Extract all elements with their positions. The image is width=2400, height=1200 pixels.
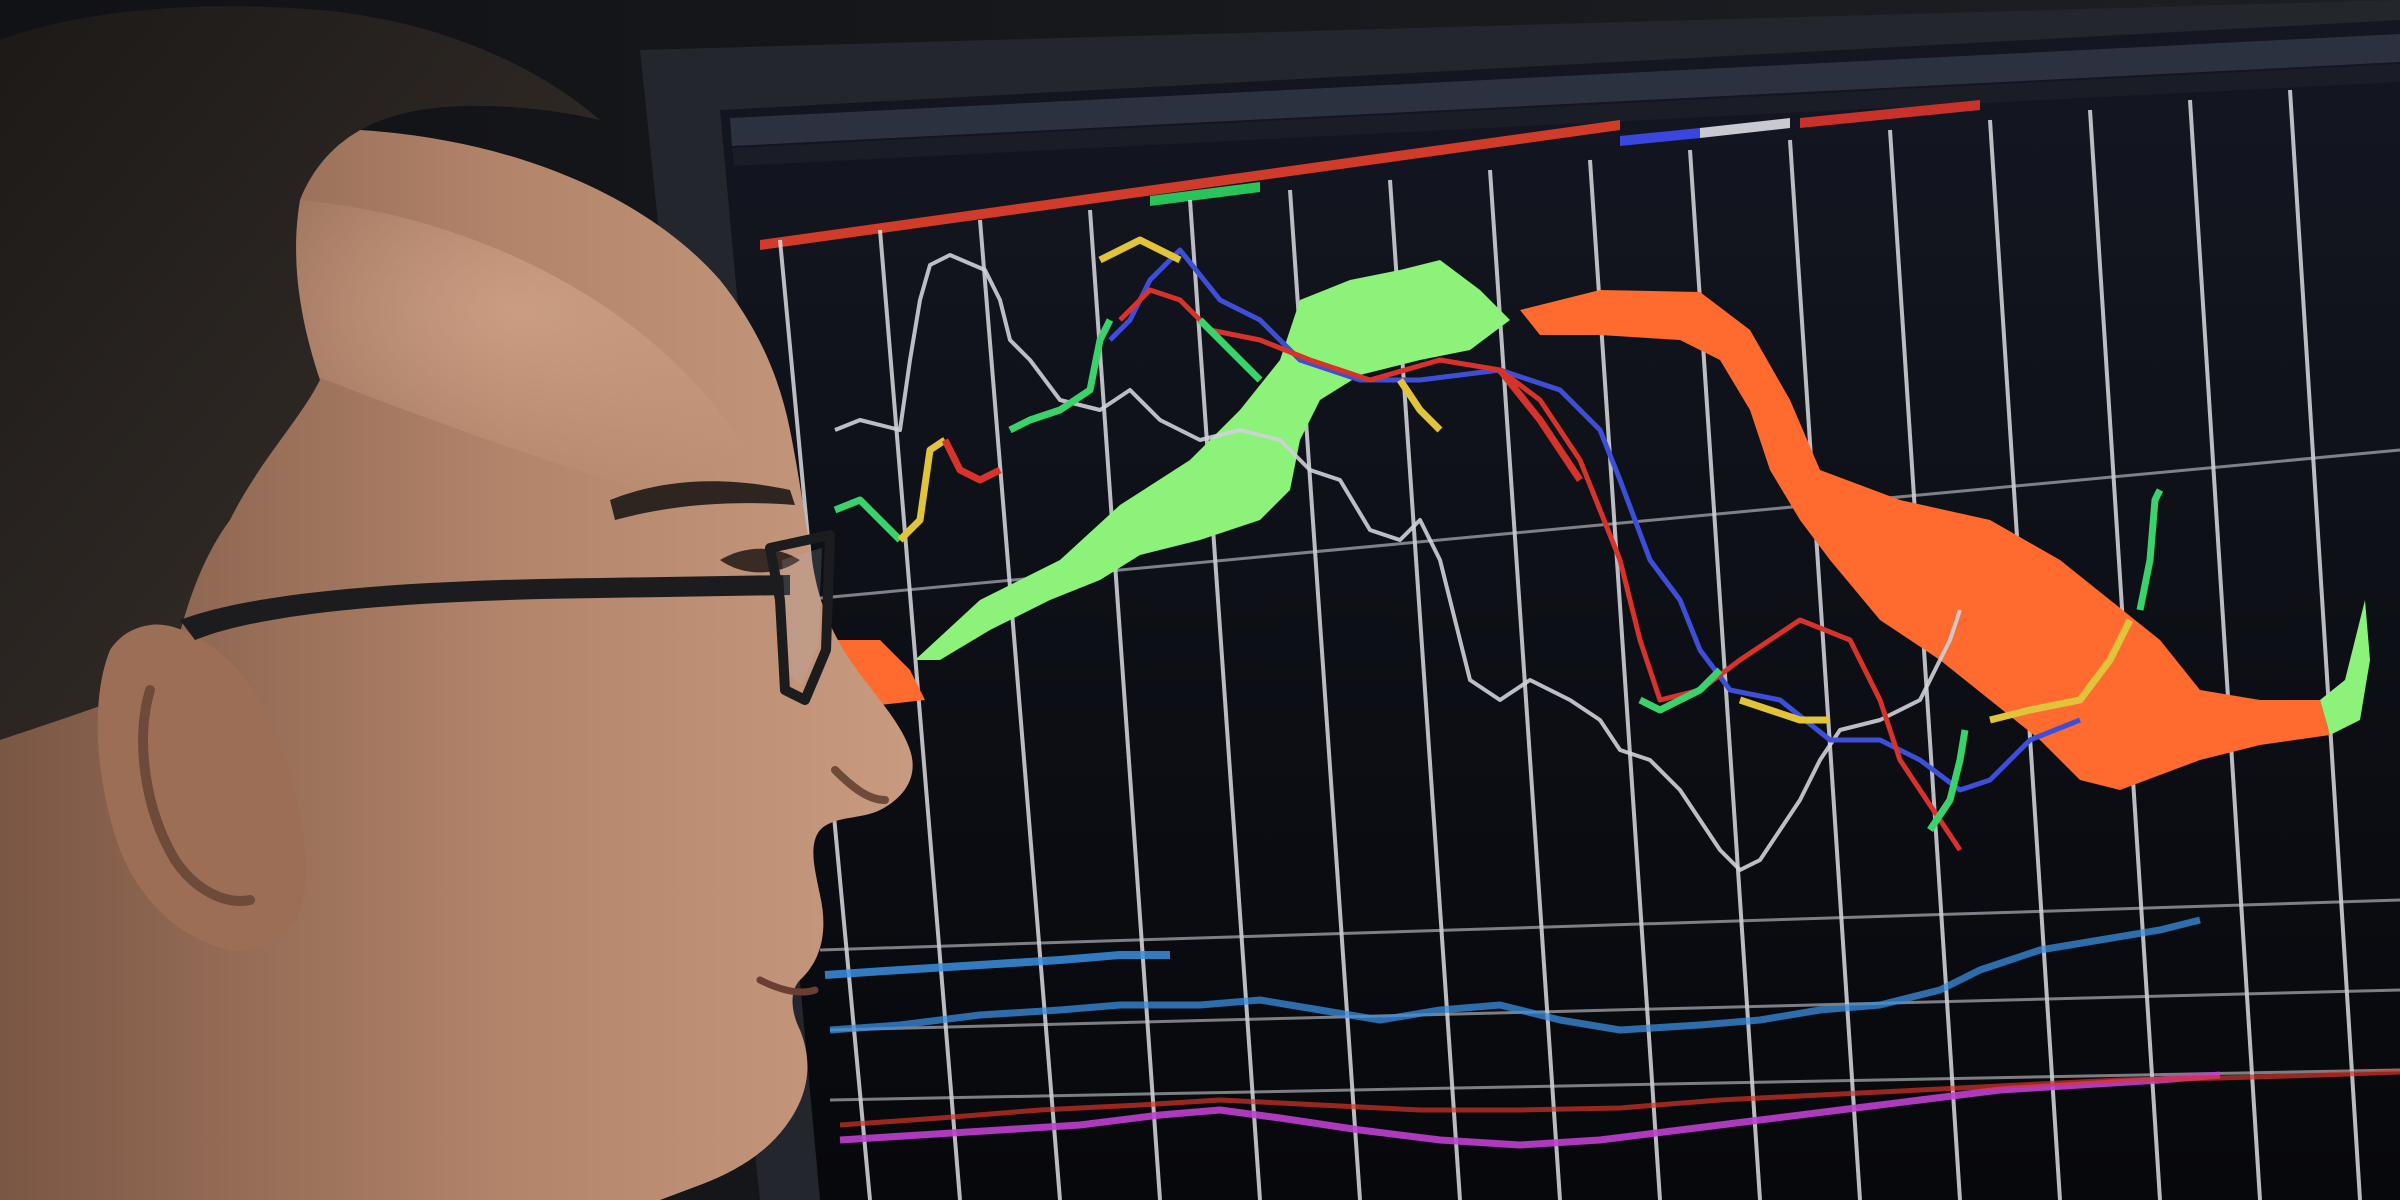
glasses-lens — [765, 530, 835, 705]
cloud-green-right-tip — [2320, 600, 2370, 735]
face-highlight — [200, 197, 780, 520]
indicator-strip-green — [1150, 182, 1260, 206]
mouth — [756, 976, 819, 996]
ichimoku-cloud-green — [915, 260, 1510, 660]
lower-indicator-blue-2 — [829, 916, 2201, 1034]
eye — [720, 548, 800, 573]
lower-indicator-red — [839, 1069, 2400, 1128]
glasses-temple — [180, 575, 790, 640]
lower-indicator-magenta — [839, 1071, 2221, 1149]
lower-indicator-blue — [824, 951, 1170, 979]
person — [0, 6, 913, 1200]
eyebrow — [610, 481, 795, 520]
screen-toolbar — [730, 34, 2400, 250]
price-line-white — [834, 253, 1962, 872]
indicator-strip-red-2 — [1800, 100, 1980, 128]
ichimoku-cloud-orange — [1520, 290, 2330, 790]
hair — [0, 6, 600, 740]
base-line-blue — [1108, 247, 2081, 793]
glasses-lens-glare — [782, 548, 822, 685]
nostril — [831, 766, 889, 804]
lagging-span-multicolor — [833, 236, 2164, 832]
conversion-line-red — [1118, 287, 1963, 852]
indicator-strip-white — [1700, 118, 1790, 138]
ear-inner — [138, 685, 255, 906]
indicator-strip-blue — [1620, 128, 1700, 146]
indicator-strip-red — [760, 120, 1620, 250]
